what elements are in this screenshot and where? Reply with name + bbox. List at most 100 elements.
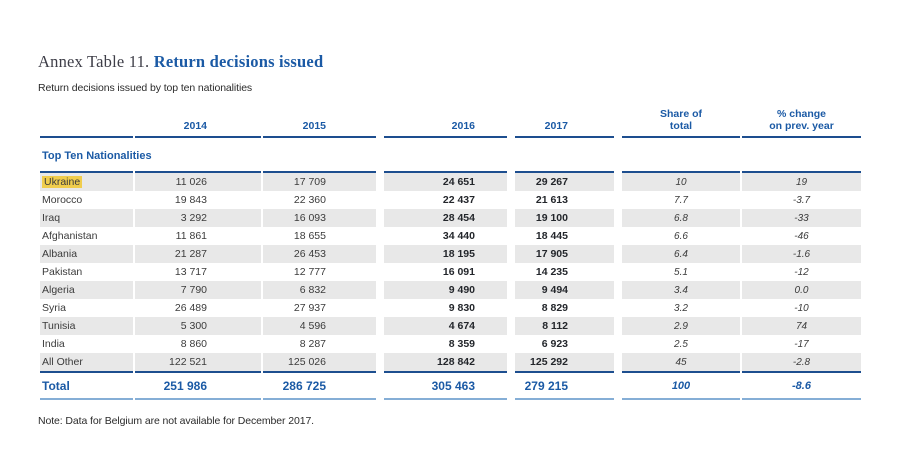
value-2016-cell: 18 195	[384, 245, 507, 263]
nationality-cell: Syria	[40, 299, 133, 317]
column-gap	[509, 281, 513, 299]
nationality-cell: All Other	[40, 353, 133, 371]
share-cell: 6.8	[622, 209, 740, 227]
column-gap	[616, 245, 620, 263]
table-row: Morocco 19 843 22 360 22 437 21 613 7.7 -3.7	[40, 191, 861, 209]
table-note: Note: Data for Belgium are not available…	[38, 415, 315, 427]
table-header: 2014 2015 2016 2017 Share of total % cha…	[40, 102, 861, 171]
value-2015-cell: 4 596	[263, 317, 376, 335]
column-gap	[509, 209, 513, 227]
value-2016-cell: 4 674	[384, 317, 507, 335]
value-2016-cell: 24 651	[384, 171, 507, 191]
section-label: Top Ten Nationalities	[42, 150, 152, 163]
pct-change-cell: -2.8	[742, 353, 861, 371]
share-cell: 3.2	[674, 302, 688, 314]
value-2014-cell: 3 292	[135, 209, 261, 227]
column-gap	[378, 245, 382, 263]
total-share: 100	[622, 371, 740, 400]
section-row: Top Ten Nationalities	[40, 138, 861, 171]
share-cell: 45	[622, 353, 740, 371]
share-cell: 6.4	[622, 245, 740, 263]
value-2016-cell: 9 830	[448, 302, 475, 314]
column-gap	[378, 171, 382, 191]
value-2017-cell: 14 235	[535, 266, 568, 278]
header-pct-line1: % change	[776, 107, 826, 120]
column-gap	[509, 102, 513, 138]
total-2015: 286 725	[263, 371, 376, 400]
return-decisions-table: 2014 2015 2016 2017 Share of total % cha…	[38, 102, 863, 400]
value-2014-cell: 122 521	[135, 353, 261, 371]
total-pct: -8.6	[742, 371, 861, 400]
nationality-label: Algeria	[42, 284, 75, 296]
value-2016-cell: 34 440	[442, 230, 475, 242]
pct-change-cell: 0.0	[742, 281, 861, 299]
table-footer: Total 251 986 286 725 305 463 279 215 10…	[40, 371, 861, 400]
column-gap	[378, 209, 382, 227]
column-gap	[378, 335, 382, 353]
column-gap	[509, 335, 513, 353]
column-gap	[616, 335, 620, 353]
column-gap	[378, 371, 382, 400]
header-row: 2014 2015 2016 2017 Share of total % cha…	[40, 102, 861, 138]
table-row: Tunisia 5 300 4 596 4 674 8 112 2.9 74	[40, 317, 861, 335]
share-cell: 10	[622, 171, 740, 191]
nationality-label: Morocco	[42, 194, 83, 206]
column-gap	[509, 371, 513, 400]
nationality-cell: Tunisia	[40, 317, 133, 335]
total-2017: 279 215	[515, 371, 614, 400]
value-2016-cell: 128 842	[384, 353, 507, 371]
column-gap	[509, 191, 513, 209]
value-2015-cell: 27 937	[293, 302, 326, 314]
column-gap	[509, 299, 513, 317]
pct-change-cell: -33	[742, 209, 861, 227]
value-2015-cell: 16 093	[263, 209, 376, 227]
column-gap	[509, 171, 513, 191]
value-2014-cell: 7 790	[135, 281, 261, 299]
table-title-prefix: Annex Table 11.	[38, 52, 150, 71]
value-2015-cell: 8 287	[299, 338, 326, 350]
value-2017-cell: 17 905	[515, 245, 614, 263]
value-2015-cell: 18 655	[293, 230, 326, 242]
value-2017-cell: 6 923	[541, 338, 568, 350]
value-2015-cell: 22 360	[293, 194, 326, 206]
share-cell: 5.1	[674, 266, 688, 278]
column-gap	[378, 227, 382, 245]
value-2017-cell: 8 829	[541, 302, 568, 314]
column-gap	[616, 191, 620, 209]
header-2017: 2017	[515, 102, 614, 138]
value-2015-cell: 12 777	[293, 266, 326, 278]
header-2016: 2016	[384, 102, 507, 138]
table-row: Iraq 3 292 16 093 28 454 19 100 6.8 -33	[40, 209, 861, 227]
share-cell: 2.9	[622, 317, 740, 335]
document-page: Annex Table 11. Return decisions issued …	[38, 52, 863, 427]
header-pct-line2: on prev. year	[769, 119, 834, 132]
nationality-label: Pakistan	[42, 266, 83, 278]
value-2016-cell: 22 437	[442, 194, 475, 206]
nationality-cell: Iraq	[40, 209, 133, 227]
value-2017-cell: 18 445	[535, 230, 568, 242]
value-2017-cell: 8 112	[515, 317, 614, 335]
column-gap	[378, 281, 382, 299]
nationality-cell: India	[40, 335, 133, 353]
table-row: Albania 21 287 26 453 18 195 17 905 6.4 -1.6	[40, 245, 861, 263]
column-gap	[616, 371, 620, 400]
pct-change-cell: 74	[742, 317, 861, 335]
total-label: Total	[40, 371, 133, 400]
value-2014-cell: 11 026	[135, 171, 261, 191]
share-cell: 6.6	[674, 230, 688, 242]
nationality-cell: Morocco	[40, 191, 133, 209]
nationality-label: All Other	[42, 356, 83, 368]
column-gap	[616, 353, 620, 371]
column-gap	[616, 299, 620, 317]
value-2016-cell: 16 091	[442, 266, 475, 278]
table-subtitle: Return decisions issued by top ten natio…	[38, 82, 253, 94]
pct-change-cell: -17	[794, 338, 809, 350]
column-gap	[509, 245, 513, 263]
value-2014-cell: 13 717	[174, 266, 207, 278]
total-row: Total 251 986 286 725 305 463 279 215 10…	[40, 371, 861, 400]
value-2017-cell: 21 613	[535, 194, 568, 206]
nationality-label: India	[42, 338, 65, 350]
column-gap	[509, 353, 513, 371]
nationality-label: Albania	[42, 248, 78, 260]
share-cell: 7.7	[674, 194, 688, 206]
